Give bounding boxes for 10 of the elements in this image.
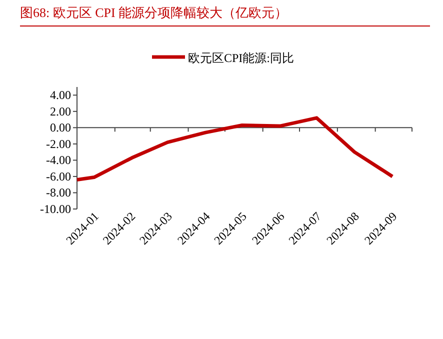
legend-label: 欧元区CPI能源:同比 <box>188 51 294 65</box>
chart-title: 图68: 欧元区 CPI 能源分项降幅较大（亿欧元） <box>20 5 288 20</box>
y-tick-label: -10.00 <box>40 202 71 216</box>
y-tick-label: -8.00 <box>46 186 71 200</box>
y-tick-label: -4.00 <box>46 153 71 168</box>
y-tick-label: 0.00 <box>50 120 71 135</box>
y-tick-label: 4.00 <box>50 88 71 102</box>
y-tick-label: -2.00 <box>46 136 71 151</box>
y-tick-label: 2.00 <box>50 104 71 118</box>
y-tick-label: -6.00 <box>46 169 71 184</box>
